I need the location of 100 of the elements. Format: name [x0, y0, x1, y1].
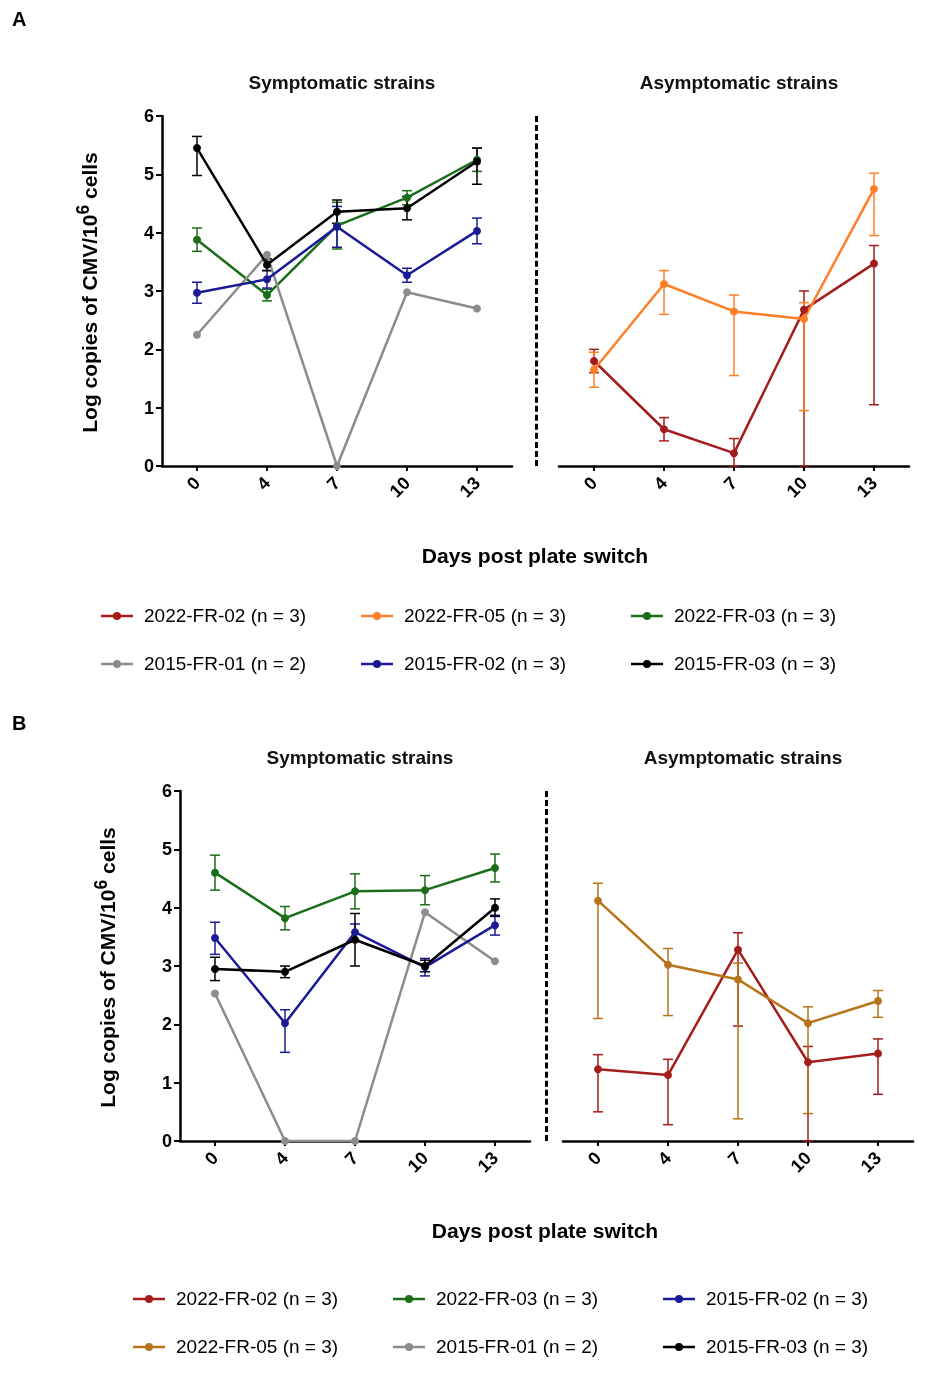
point: [403, 204, 411, 213]
x-axis-title: Days post plate switch: [421, 544, 649, 568]
chart-title: Asymptomatic strains: [639, 72, 839, 93]
point: [590, 365, 598, 374]
point: [333, 207, 341, 216]
point: [800, 315, 808, 323]
y-tick-label: 6: [161, 781, 172, 801]
x-tick-label: 4: [270, 1147, 293, 1170]
point: [664, 1071, 672, 1080]
y-tick-label: 0: [143, 456, 154, 476]
x-tick-label: 4: [649, 472, 672, 495]
x-tick-label: 0: [583, 1147, 606, 1170]
y-tick-label: 2: [143, 339, 154, 360]
x-tick-label: 0: [579, 472, 602, 495]
point: [421, 908, 429, 917]
x-tick-label: 13: [856, 1147, 886, 1177]
y-tick-label: 5: [143, 164, 154, 185]
point: [491, 903, 499, 912]
point: [874, 997, 882, 1005]
x-tick-label: 7: [340, 1147, 363, 1170]
legend-label: 2015-FR-01 (n = 2): [144, 653, 307, 675]
y-tick-label: 1: [143, 397, 154, 418]
x-tick-label: 4: [653, 1147, 676, 1170]
point: [211, 964, 219, 973]
point: [473, 304, 481, 313]
y-tick-label: 0: [161, 1131, 172, 1151]
point: [263, 275, 271, 284]
point: [870, 259, 878, 268]
point: [730, 449, 738, 458]
legend-label: 2022-FR-02 (n = 3): [144, 605, 307, 627]
point: [211, 989, 219, 998]
legend-label: 2015-FR-03 (n = 3): [706, 1336, 869, 1358]
point: [664, 960, 672, 969]
legend-label: 2015-FR-01 (n = 2): [436, 1336, 599, 1358]
point: [421, 886, 429, 895]
point: [734, 975, 742, 984]
point: [193, 144, 201, 153]
point: [403, 271, 411, 280]
x-tick-label: 13: [852, 472, 882, 502]
text: A: [12, 8, 27, 31]
x-tick-label: 10: [403, 1147, 433, 1177]
chart-title: Symptomatic strains: [248, 72, 436, 93]
legend-label: 2022-FR-02 (n = 3): [176, 1288, 339, 1310]
point: [594, 896, 602, 905]
chart-title: Asymptomatic strains: [643, 747, 843, 768]
point: [193, 288, 201, 297]
x-tick-label: 7: [322, 472, 345, 495]
point: [193, 330, 201, 339]
point: [473, 226, 481, 235]
y-tick-label: 1: [161, 1072, 172, 1093]
x-tick-label: 0: [182, 472, 205, 495]
y-tick-label: 6: [143, 106, 154, 126]
y-tick-label: 4: [143, 222, 154, 243]
x-tick-label: 13: [473, 1147, 503, 1177]
point: [804, 1058, 812, 1067]
x-tick-label: 4: [252, 472, 275, 495]
x-tick-label: 10: [385, 472, 415, 502]
point: [351, 935, 359, 944]
x-axis-title: Days post plate switch: [431, 1219, 659, 1243]
x-tick-label: 0: [200, 1147, 223, 1170]
point: [590, 357, 598, 365]
y-tick-label: 5: [161, 839, 172, 860]
legend-label: 2022-FR-05 (n = 3): [404, 605, 567, 627]
point: [403, 193, 411, 202]
point: [491, 864, 499, 872]
legend-label: 2022-FR-05 (n = 3): [176, 1336, 339, 1358]
point: [211, 934, 219, 942]
point: [800, 305, 808, 314]
point: [870, 184, 878, 193]
point: [730, 307, 738, 316]
x-tick-label: 7: [723, 1147, 746, 1170]
x-tick-label: 10: [782, 472, 812, 502]
point: [211, 868, 219, 877]
point: [660, 425, 668, 434]
point: [874, 1049, 882, 1058]
x-tick-label: 13: [455, 472, 485, 502]
point: [660, 280, 668, 288]
y-tick-label: 3: [161, 956, 172, 976]
y-tick-label: 3: [143, 281, 154, 301]
point: [804, 1019, 812, 1028]
text: B: [12, 712, 27, 735]
y-tick-label: 4: [161, 897, 172, 918]
point: [734, 945, 742, 954]
legend-label: 2015-FR-02 (n = 3): [404, 653, 567, 675]
point: [351, 887, 359, 896]
legend-label: 2015-FR-03 (n = 3): [674, 653, 837, 675]
point: [281, 914, 289, 923]
chart-title: Symptomatic strains: [266, 747, 454, 768]
point: [281, 1019, 289, 1028]
point: [193, 235, 201, 244]
point: [351, 928, 359, 937]
point: [403, 288, 411, 297]
point: [491, 957, 499, 966]
legend-label: 2022-FR-03 (n = 3): [674, 605, 837, 627]
x-tick-label: 7: [719, 472, 742, 495]
legend-label: 2015-FR-02 (n = 3): [706, 1288, 869, 1310]
point: [263, 250, 271, 259]
y-tick-label: 2: [161, 1014, 172, 1035]
legend-label: 2022-FR-03 (n = 3): [436, 1288, 599, 1310]
x-tick-label: 10: [786, 1147, 816, 1177]
